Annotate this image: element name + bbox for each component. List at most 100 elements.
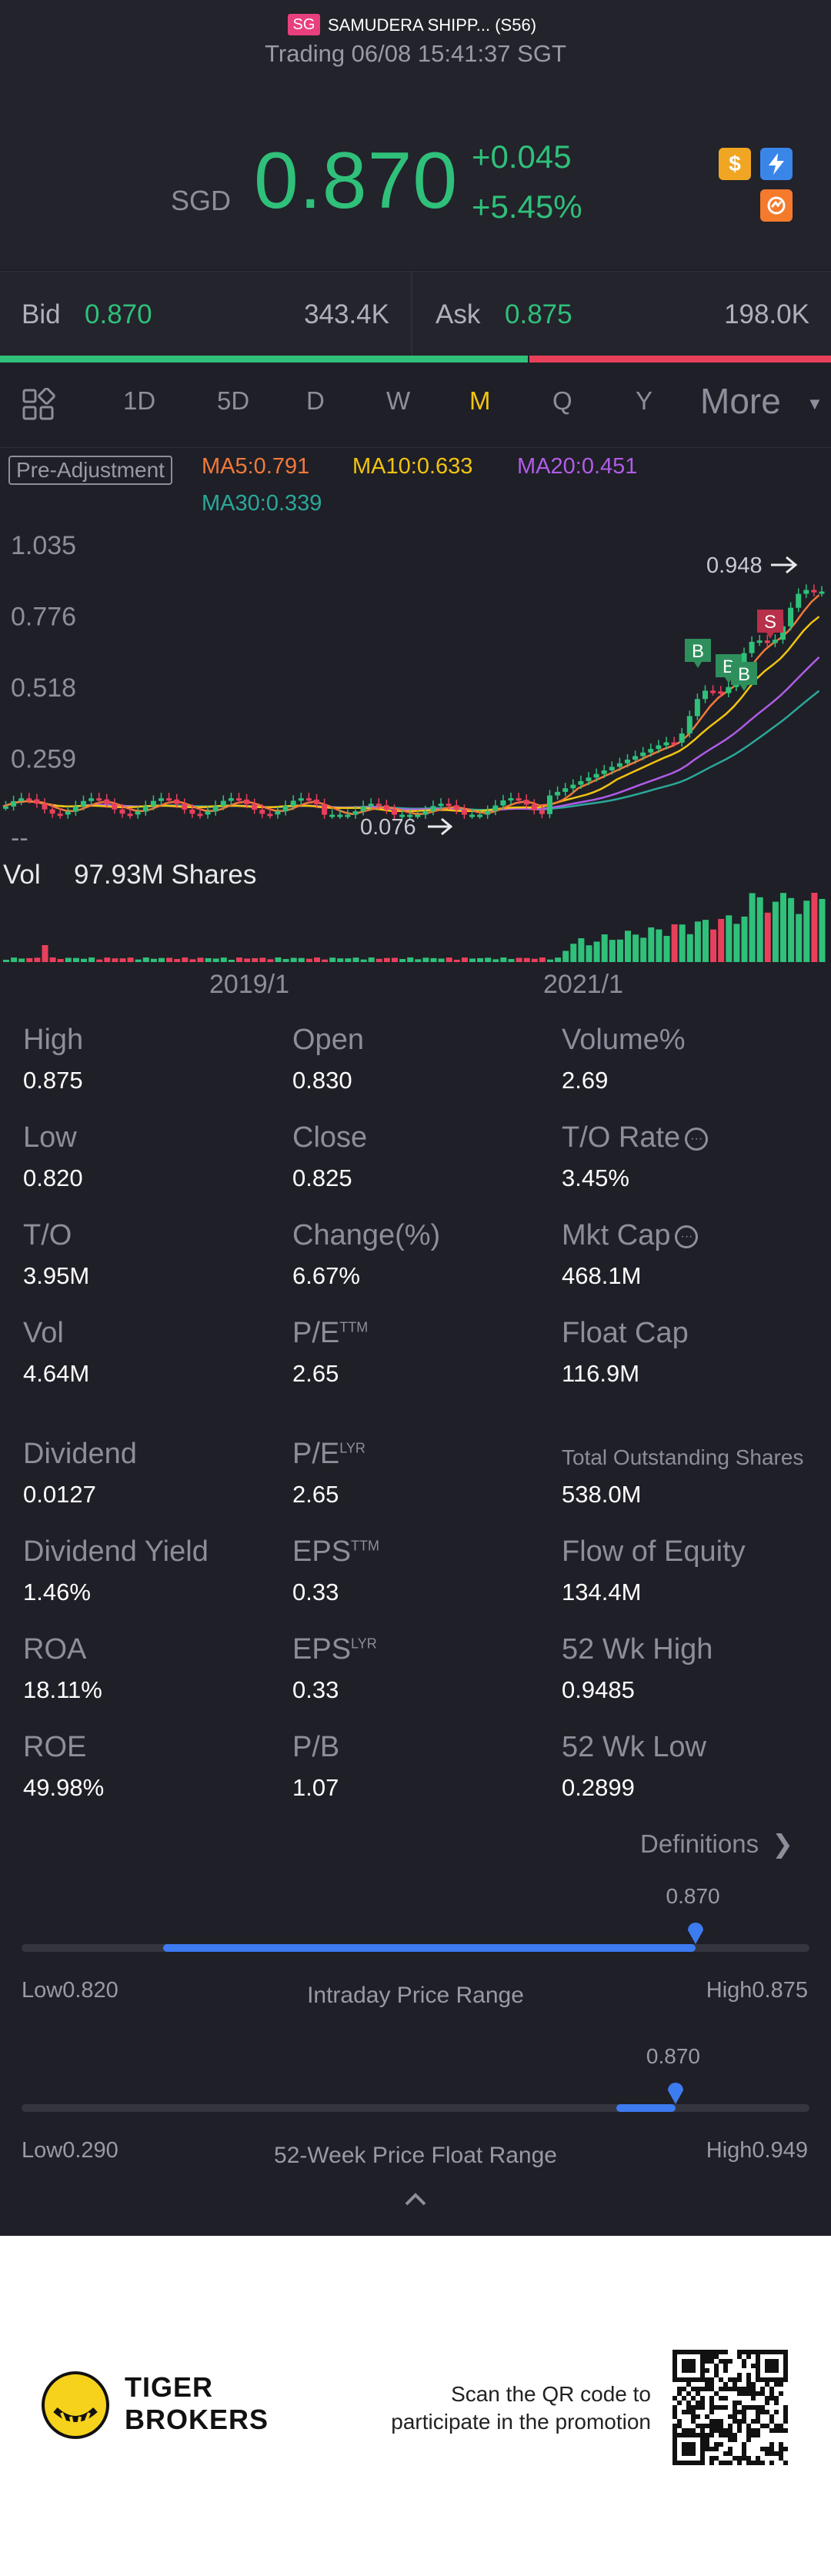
candle xyxy=(539,810,545,814)
volume-bar xyxy=(788,897,795,962)
candle xyxy=(694,699,700,717)
stat-value: 0.2899 xyxy=(562,1774,635,1801)
dollar-icon[interactable]: $ xyxy=(719,148,751,180)
candle xyxy=(531,804,537,810)
volume-bar xyxy=(267,959,274,962)
flash-icon[interactable] xyxy=(760,148,793,180)
tab-5d[interactable]: 5D xyxy=(217,386,250,415)
tab-1d[interactable]: 1D xyxy=(123,386,156,415)
candle xyxy=(500,800,506,806)
ma10-label: MA10:0.633 xyxy=(352,454,473,479)
volume-bar xyxy=(446,957,452,962)
candle xyxy=(96,798,102,801)
stat-value: 2.65 xyxy=(292,1360,339,1387)
tab-q[interactable]: Q xyxy=(552,386,572,415)
trade-marker-sell xyxy=(757,610,783,639)
candle xyxy=(601,770,607,774)
candle xyxy=(88,798,95,801)
more-caret-icon[interactable]: ▼ xyxy=(806,394,823,413)
volume-bar xyxy=(259,957,266,962)
stock-name[interactable]: SAMUDERA SHIPP... (S56) xyxy=(328,15,537,35)
volume-bar xyxy=(244,958,251,962)
stat-value: 468.1M xyxy=(562,1262,642,1289)
candle xyxy=(212,806,219,812)
candle xyxy=(383,805,389,810)
tab-d[interactable]: D xyxy=(306,386,325,415)
volume-bar xyxy=(430,957,437,962)
market-badge: SG xyxy=(288,14,320,35)
candle xyxy=(671,742,677,745)
last-price: 0.870 xyxy=(254,136,459,226)
candle xyxy=(259,810,265,814)
volume-bar xyxy=(796,914,803,962)
x-tick-label: 2019/1 xyxy=(209,970,289,999)
volume-bar xyxy=(570,944,577,962)
volume-bar xyxy=(703,920,709,962)
candle xyxy=(220,800,226,807)
stat-value: 0.820 xyxy=(23,1164,83,1191)
volume-bar xyxy=(710,929,717,962)
candle xyxy=(314,799,319,804)
volume-bar xyxy=(392,957,398,962)
candle xyxy=(18,798,25,801)
bid-price: 0.870 xyxy=(85,299,152,329)
volume-bar xyxy=(609,940,616,962)
stat-value: 2.69 xyxy=(562,1067,609,1094)
price-change: +0.045 xyxy=(472,139,572,175)
volume-bar xyxy=(671,924,678,962)
candle xyxy=(57,814,63,817)
stat-label: Mkt Cap ··· xyxy=(562,1219,699,1252)
volume-bar xyxy=(586,945,592,962)
info-icon[interactable]: ··· xyxy=(675,1225,699,1248)
trade-marker-label: S xyxy=(764,612,776,633)
volume-bar xyxy=(189,959,196,962)
candle xyxy=(337,814,343,817)
x-tick-label: 2021/1 xyxy=(543,970,623,999)
candle xyxy=(485,810,491,815)
tab-w[interactable]: W xyxy=(386,386,411,415)
candle xyxy=(718,691,724,694)
candle xyxy=(625,760,630,763)
volume-bar xyxy=(601,934,608,962)
bid-ask-divider xyxy=(411,272,412,358)
volume-bar xyxy=(625,931,631,962)
tab-y[interactable]: Y xyxy=(636,386,653,415)
volume-bar xyxy=(11,957,18,962)
candle xyxy=(368,804,374,807)
volume-bar xyxy=(345,958,352,962)
y-tick-label: 1.035 xyxy=(11,531,76,560)
candle xyxy=(796,593,802,608)
candle xyxy=(252,804,258,810)
candle xyxy=(282,806,289,812)
volume-bar xyxy=(477,957,484,962)
volume-bar xyxy=(119,958,126,962)
pre-adjustment-toggle[interactable]: Pre-Adjustment xyxy=(8,456,172,485)
candle xyxy=(756,640,763,643)
stat-label: P/ETTM xyxy=(292,1317,369,1349)
volume-bar xyxy=(772,901,779,962)
volume-bar xyxy=(375,958,382,962)
week52-low-label: Low xyxy=(22,2138,63,2163)
tab-more[interactable]: More xyxy=(700,381,781,421)
volume-bar xyxy=(282,959,289,962)
stat-value: 4.64M xyxy=(23,1360,90,1387)
share-icon[interactable] xyxy=(760,189,793,222)
tiger-logo-icon xyxy=(42,2371,109,2439)
layout-grid-icon[interactable] xyxy=(22,388,55,422)
y-tick-label: 0.518 xyxy=(11,673,76,703)
tab-m[interactable]: M xyxy=(469,386,491,415)
stat-label: T/O xyxy=(23,1219,72,1251)
volume-bar xyxy=(337,958,344,962)
candle xyxy=(290,800,296,807)
info-icon[interactable]: ··· xyxy=(685,1127,709,1151)
candle xyxy=(135,811,141,815)
candle xyxy=(329,814,335,817)
period-tabs: 1D 5D D W M Q Y More ▼ xyxy=(0,363,831,448)
collapse-chevron-up-icon[interactable] xyxy=(400,2187,431,2210)
volume-bar xyxy=(640,937,647,962)
candle xyxy=(3,806,8,809)
qr-code-icon[interactable] xyxy=(672,2350,788,2465)
definitions-link[interactable]: Definitions ❯ xyxy=(640,1829,793,1859)
intraday-low: Low0.820 xyxy=(22,1978,118,2003)
